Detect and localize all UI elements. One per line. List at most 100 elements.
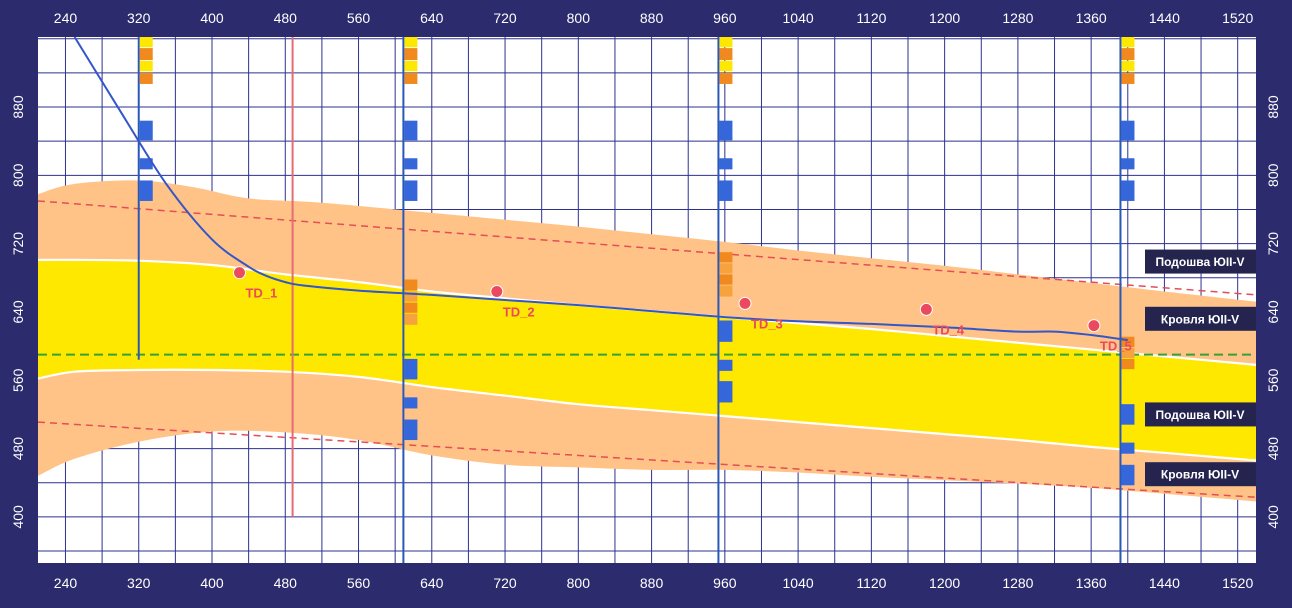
- log-block: [139, 48, 153, 61]
- log-block: [1121, 48, 1135, 61]
- log-block: [719, 72, 733, 84]
- log-block: [1121, 37, 1135, 48]
- x-tick-label-top: 1360: [1076, 10, 1107, 26]
- td-point-marker: [1087, 319, 1101, 333]
- log-block: [1121, 347, 1135, 359]
- boundary-label-text: Кровля ЮII-V: [1161, 468, 1239, 482]
- log-block: [404, 397, 418, 409]
- lines: [38, 37, 1256, 517]
- log-block: [719, 285, 733, 297]
- log-block: [404, 419, 418, 441]
- log-block: [1121, 72, 1135, 84]
- x-tick-label-top: 640: [420, 10, 444, 26]
- y-tick-label-left: 480: [10, 437, 26, 461]
- log-block: [719, 320, 733, 342]
- log-block: [404, 279, 418, 291]
- inner-band: [38, 259, 1256, 461]
- boundary-label-box: [1145, 402, 1256, 427]
- x-tick-label-bottom: 880: [640, 575, 664, 591]
- log-block: [404, 60, 418, 72]
- log-block: [139, 37, 153, 48]
- x-tick-label-bottom: 240: [54, 575, 78, 591]
- y-tick-label-right: 880: [1265, 95, 1281, 119]
- x-tick-label-bottom: 1520: [1222, 575, 1253, 591]
- log-block: [139, 158, 153, 170]
- y-tick-label-left: 720: [10, 232, 26, 256]
- log-block: [404, 302, 418, 313]
- x-tick-label-top: 1040: [783, 10, 814, 26]
- boundary-label-box: [1145, 249, 1256, 274]
- x-tick-label-bottom: 1280: [1002, 575, 1033, 591]
- log-block: [719, 252, 733, 263]
- log-block: [404, 313, 418, 325]
- trajectory-line: [73, 37, 1128, 342]
- x-tick-label-bottom: 1440: [1149, 575, 1180, 591]
- x-tick-label-bottom: 1200: [929, 575, 960, 591]
- x-tick-label-top: 1200: [929, 10, 960, 26]
- x-tick-label-top: 1120: [856, 10, 886, 26]
- y-tick-label-right: 400: [1265, 505, 1281, 529]
- x-tick-label-bottom: 720: [493, 575, 517, 591]
- y-tick-label-left: 400: [10, 505, 26, 529]
- td-point-marker: [232, 266, 246, 280]
- log-block: [404, 291, 418, 302]
- x-tick-label-bottom: 640: [420, 575, 444, 591]
- x-tick-label-top: 1280: [1002, 10, 1033, 26]
- log-block: [719, 48, 733, 61]
- trajectory-layer: [73, 37, 1128, 342]
- x-tick-label-top: 560: [347, 10, 371, 26]
- bands: [38, 180, 1256, 502]
- x-tick-label-bottom: 1360: [1076, 575, 1107, 591]
- boundary-label-text: Подошва ЮII-V: [1155, 255, 1244, 269]
- log-block: [719, 60, 733, 72]
- x-tick-label-top: 400: [200, 10, 224, 26]
- y-tick-label-right: 720: [1265, 232, 1281, 256]
- y-tick-label-left: 800: [10, 163, 26, 187]
- x-tick-label-top: 240: [54, 10, 78, 26]
- log-block: [1121, 464, 1135, 486]
- x-tick-label-bottom: 1040: [783, 575, 814, 591]
- log-block: [719, 37, 733, 48]
- td-point-label: TD_3: [751, 316, 783, 331]
- x-tick-label-top: 1520: [1222, 10, 1253, 26]
- x-tick-label-top: 480: [274, 10, 298, 26]
- log-block: [139, 72, 153, 84]
- y-tick-label-left: 640: [10, 300, 26, 324]
- boundary-labels: Подошва ЮII-V Кровля ЮII-V Подошва ЮII-V Кр…: [1145, 249, 1256, 487]
- x-tick-label-top: 800: [567, 10, 591, 26]
- log-block: [139, 180, 153, 201]
- x-tick-label-top: 880: [640, 10, 664, 26]
- td-point-label: TD_4: [932, 322, 965, 337]
- log-block: [404, 37, 418, 48]
- td-point-label: TD_5: [1100, 339, 1132, 354]
- wells: [137, 37, 1135, 563]
- x-tick-label-bottom: 800: [567, 575, 591, 591]
- log-block: [404, 72, 418, 84]
- log-block: [139, 120, 153, 141]
- log-block: [1121, 120, 1135, 141]
- inner-bottom-boundary: [38, 368, 1256, 462]
- log-block: [719, 158, 733, 170]
- x-tick-label-top: 1440: [1149, 10, 1180, 26]
- x-tick-label-top: 320: [127, 10, 151, 26]
- y-tick-label-left: 560: [10, 368, 26, 392]
- log-block: [719, 180, 733, 201]
- td-point-marker: [919, 302, 933, 316]
- x-tick-label-bottom: 960: [713, 575, 737, 591]
- x-tick-label-bottom: 560: [347, 575, 371, 591]
- y-tick-label-right: 800: [1265, 163, 1281, 187]
- boundary-label-text: Подошва ЮII-V: [1155, 408, 1244, 422]
- x-tick-label-top: 720: [493, 10, 517, 26]
- log-block: [1121, 336, 1135, 347]
- log-block: [1121, 60, 1135, 72]
- log-block: [404, 180, 418, 201]
- boundary-label-box: [1145, 462, 1256, 487]
- log-block: [719, 120, 733, 141]
- log-block: [719, 381, 733, 403]
- log-block: [1121, 404, 1135, 425]
- y-tick-label-right: 560: [1265, 368, 1281, 392]
- log-block: [1121, 180, 1135, 201]
- log-block: [404, 158, 418, 170]
- x-tick-label-bottom: 1120: [856, 575, 886, 591]
